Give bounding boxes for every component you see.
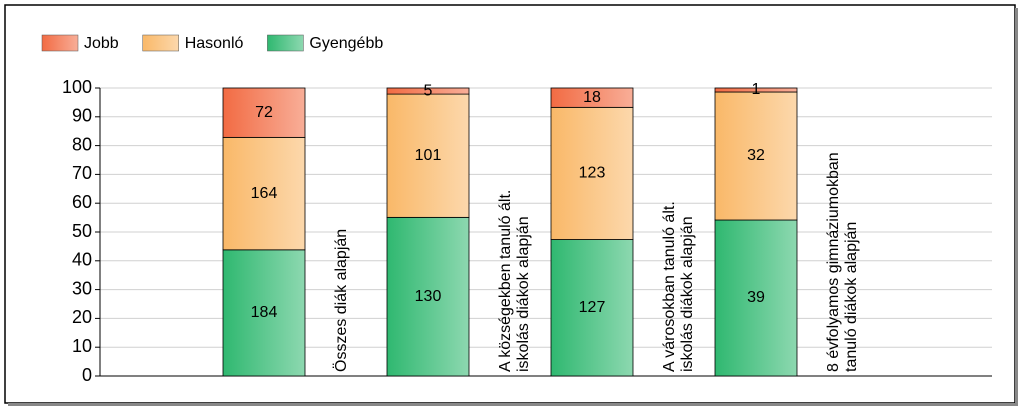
legend-label: Hasonló [185, 35, 244, 52]
value-label: 130 [415, 288, 442, 305]
value-label: 123 [579, 165, 606, 182]
value-label: 32 [747, 147, 765, 164]
bar-segment [714, 87, 798, 93]
y-tick-label: 60 [72, 192, 92, 212]
y-tick-label: 10 [72, 336, 92, 356]
frame-shadow [8, 403, 1018, 406]
value-label: 184 [251, 304, 278, 321]
y-tick-label: 20 [72, 307, 92, 327]
bar-segment [714, 219, 798, 377]
value-label: 18 [583, 89, 601, 106]
legend-swatch [267, 34, 304, 52]
frame-shadow [1015, 8, 1018, 406]
y-tick-label: 80 [72, 134, 92, 154]
bar-segment [222, 87, 306, 138]
y-tick-label: 100 [62, 77, 92, 97]
x-tick-label: A községekben tanuló ált. iskolás diákok… [497, 189, 532, 372]
bar-segment [222, 249, 306, 377]
x-tick-label: Összes diák alapján [333, 228, 350, 372]
bar-segment [386, 93, 470, 218]
value-label: 39 [747, 289, 765, 306]
y-tick-label: 50 [72, 221, 92, 241]
value-label: 127 [579, 299, 606, 316]
legend-swatch [41, 34, 79, 52]
bar-segment [550, 106, 634, 240]
y-tick-label: 30 [72, 278, 92, 298]
chart-frame [4, 4, 1016, 404]
bar-segment [550, 239, 634, 377]
value-label: 101 [415, 147, 442, 164]
bar-segment [386, 87, 470, 95]
bar-segment [714, 91, 798, 221]
value-label: 1 [752, 81, 761, 98]
legend-swatch [142, 34, 179, 52]
value-label: 72 [255, 104, 273, 121]
bar-segment [386, 216, 470, 377]
x-tick-label: A városokban tanuló ált. iskolás diákok … [661, 201, 696, 372]
legend-label: Gyengébb [309, 35, 383, 52]
bar-segment [222, 136, 306, 251]
y-tick-label: 70 [72, 163, 92, 183]
legend-label: Jobb [84, 35, 119, 52]
value-label: 164 [251, 185, 278, 202]
y-tick-label: 40 [72, 250, 92, 270]
value-label: 5 [424, 82, 433, 99]
bar-segment [550, 87, 634, 108]
x-tick-label: 8 évfolyamos gimnáziumokban tanuló diáko… [825, 152, 860, 372]
y-tick-label: 0 [82, 365, 92, 385]
y-tick-label: 90 [72, 106, 92, 126]
